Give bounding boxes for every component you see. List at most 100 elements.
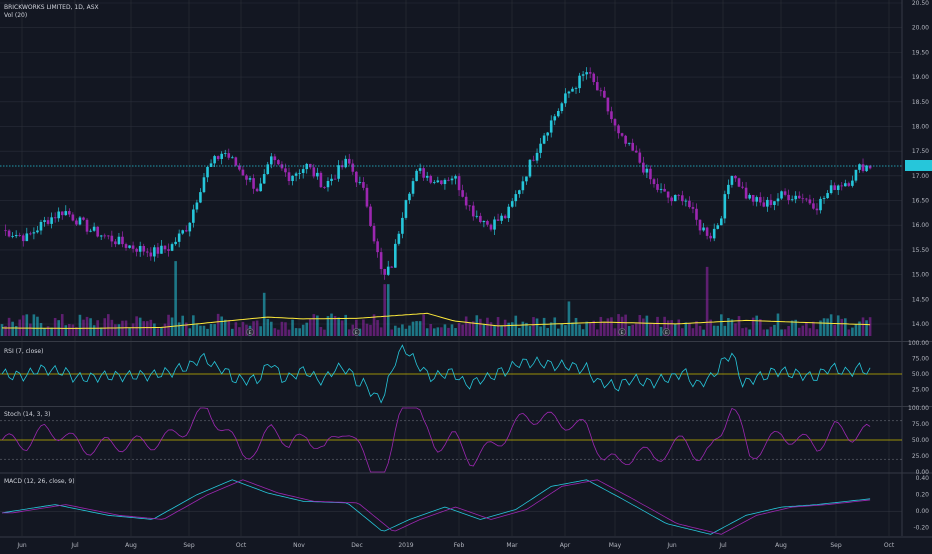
candle-body [362,182,365,188]
candle-body [386,266,390,275]
volume-bar [408,325,411,336]
volume-bar [223,319,227,336]
volume-bar [822,318,826,336]
event-marker-circle [352,328,361,336]
rsi-indicator-label: RSI (7, close) [4,348,44,355]
candle-body [319,172,323,188]
candle-body [727,184,730,195]
volume-bar [404,328,408,336]
volume-bar [734,323,737,336]
time-tick-label: Nov [293,542,305,549]
candle-body [532,159,535,161]
candle-body [695,208,698,220]
volume-bar [153,323,156,336]
candle-body [705,227,709,236]
volume-bar [705,266,709,336]
candle-body [60,211,64,216]
volume-bar [266,318,270,336]
candle-body [542,135,546,144]
time-tick-label: Dec [351,542,363,549]
volume-bar [454,328,457,336]
candle-body [43,220,46,222]
candle-body [32,232,36,234]
volume-bar [308,318,312,336]
candle-body [114,241,117,245]
volume-bar [156,328,160,336]
candle-body [681,195,684,202]
volume-bar [564,325,567,336]
price-tick-label: 16.50 [912,198,929,205]
volume-bar [808,328,812,336]
volume-bar [581,329,585,336]
candle-body [312,167,316,177]
candle-body [227,153,231,158]
price-tick-label: 20.50 [912,0,929,7]
volume-bar [468,322,472,336]
volume-bar [539,326,542,336]
candle-body [581,74,585,76]
candle-body [503,215,507,219]
candle-body [454,176,457,179]
volume-bar [556,328,560,336]
candle-body [507,206,510,219]
volume-bar [397,327,401,336]
candle-body [833,185,836,191]
indicator-lines [0,165,902,535]
volume-bar [518,327,521,336]
volume-bar [620,316,624,336]
candle-body [443,179,447,185]
candle-body [812,203,815,209]
volume-bar [319,326,323,336]
candle-body [89,230,92,232]
volume-bar [106,314,110,336]
stoch-tick-label: 50.00 [912,437,929,444]
macd-tick-label: 0.20 [916,492,930,499]
price-tick-label: 20.00 [912,25,929,32]
candle-body [429,175,433,183]
volume-bar [60,314,64,336]
candle-body [627,142,631,144]
candle-body [216,156,220,159]
candle-body [85,219,89,232]
time-tick-label: Oct [236,542,247,549]
candle-body [851,180,854,186]
candle-body [277,160,280,165]
candle-body [471,205,475,217]
candle-body [160,245,163,254]
candle-body [783,191,787,195]
volume-bar [188,328,192,336]
volume-bar [712,325,716,336]
candle-body [556,111,560,117]
volume-bar [85,316,89,336]
volume-bar [500,325,503,336]
volume-bar [773,324,776,336]
candle-body [92,226,96,231]
candle-body [121,236,124,245]
axis-labels: Jun Jul Aug Sep Oct Nov Dec 2019 Feb Mar Apr May Jun… [16,0,929,549]
rsi-tick-label: 50.00 [912,371,929,378]
candle-body [801,198,805,200]
candle-body [234,157,238,166]
volume-bar [36,316,39,336]
candle-body [670,197,673,202]
candle-body [18,235,22,236]
candle-body [599,90,603,92]
volume-bar [684,322,688,336]
volume-bar [326,316,330,336]
candle-body [167,249,170,251]
volume-bar [610,317,613,336]
candle-body [638,152,642,163]
candle-body [280,164,284,169]
candle-body [861,164,865,172]
volume-bar [241,321,245,336]
candle-body [766,199,769,207]
candle-body [7,230,11,237]
volume-bar [836,315,840,336]
time-tick-label: Sep [183,542,195,549]
stoch-line [1,407,871,473]
candle-body [603,90,606,98]
volume-bar [514,315,518,336]
candle-body [131,245,135,249]
